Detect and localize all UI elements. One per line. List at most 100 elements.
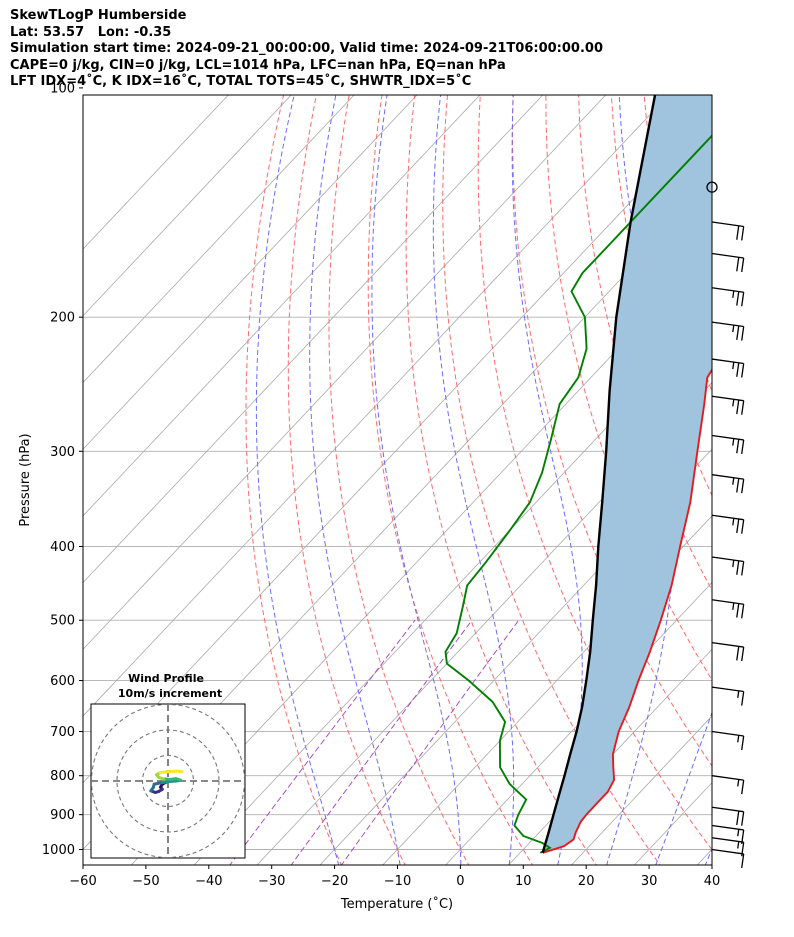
wind-barb [711,641,745,662]
barb-staff [711,730,744,737]
isotherm-line [83,95,607,650]
isotherm-line [508,648,712,865]
moist-adiabat-line [655,711,712,865]
time-line: Simulation start time: 2024-09-21_00:00:… [10,41,603,57]
y-tick-label: 900 [50,808,75,823]
y-tick-label: 1000 [42,843,75,858]
barb-full [741,811,745,826]
barb-staff [711,514,744,521]
isotherm-line [83,95,355,384]
barb-full [741,735,745,751]
barb-half [732,438,735,446]
wind-barb [711,287,745,307]
wind-barb [711,848,745,869]
dry-adiabat-line [367,95,534,865]
barb-full [741,257,745,273]
moist-adiabat-line [255,95,340,865]
y-tick-label: 400 [50,540,75,555]
x-tick-label: 40 [704,874,721,889]
barb-full [741,519,745,534]
barb-full [736,478,740,493]
wind-barb [711,221,745,241]
mixing-ratio-line [229,619,416,865]
dry-adiabat-line [287,95,406,865]
indices-line: LFT IDX=4˚C, K IDX=16˚C, TOTAL TOTS=45˚C… [10,74,472,90]
barb-full [736,399,740,415]
calm-wind-circle [706,181,718,193]
dry-adiabat-line [545,95,712,681]
barb-half [737,735,740,743]
x-tick-label: −40 [195,874,222,889]
x-tick-label: −10 [384,874,411,889]
barb-full [741,363,745,378]
barb-staff [711,221,744,228]
barb-half [732,477,735,485]
dry-adiabat-line [442,95,661,865]
chart-header: SkewTLogP Humberside Lat: 53.57 Lon: -0.… [10,8,790,91]
moist-adiabat-line [371,95,462,865]
barb-half [732,602,735,610]
x-tick-label: −20 [321,874,348,889]
wind-barb [711,358,745,378]
wind-barb [711,806,745,826]
barb-staff [711,556,744,563]
barb-full [741,646,745,662]
barb-staff [711,252,744,259]
x-tick-label: −30 [258,874,285,889]
isotherm-line [745,53,794,881]
wind-barb [711,730,745,751]
barb-half [732,362,735,370]
y-tick-label: 500 [50,614,75,629]
dewpoint-series [444,134,712,854]
barb-half [732,325,735,333]
barb-staff [711,824,744,831]
isotherm-line [382,515,712,865]
isotherm-line [83,95,670,717]
hodograph-trace-segment [158,770,171,775]
barb-full [741,853,745,869]
wind-barb [711,556,745,576]
x-axis-label: Temperature (˚C) [340,896,453,912]
barb-full [741,780,745,795]
wind-barbs [706,181,745,869]
temperature-series [542,368,712,854]
y-tick-label: 300 [50,445,75,460]
x-tick-label: 20 [578,874,595,889]
wind-barb [711,599,745,619]
y-tick-label: 600 [50,674,75,689]
moist-adiabat-line [432,95,515,865]
barb-full [741,400,745,415]
barb-full [736,810,740,826]
barb-staff [711,321,744,328]
barb-half [737,841,740,849]
x-tick-label: 10 [515,874,532,889]
barb-staff [711,641,744,648]
barb-staff [711,686,744,693]
wind-barb [711,434,745,455]
isotherm-line [130,248,712,865]
isotherm-line [83,95,481,517]
barb-full [736,603,740,618]
wind-profile-title: Wind Profile [128,672,204,685]
barb-half [737,779,740,787]
barb-full [736,291,740,306]
y-tick-label: 100 [50,81,75,96]
barb-staff [711,806,744,813]
barb-full [736,518,740,534]
isotherm-line [83,95,229,250]
barb-staff [711,358,744,365]
barb-half [732,290,735,298]
wind-barb [711,395,745,415]
x-tick-label: 0 [456,874,464,889]
y-tick-label: 800 [50,769,75,784]
barb-staff [711,287,744,293]
chart-title: SkewTLogP Humberside [10,8,187,23]
barb-full [736,646,740,661]
moist-adiabat-line [309,95,401,865]
barb-half [732,518,735,526]
wind-barb [711,514,745,534]
barb-half [732,399,735,407]
barb-staff [711,848,744,855]
barb-half [737,829,740,837]
isotherm-line [570,715,712,865]
